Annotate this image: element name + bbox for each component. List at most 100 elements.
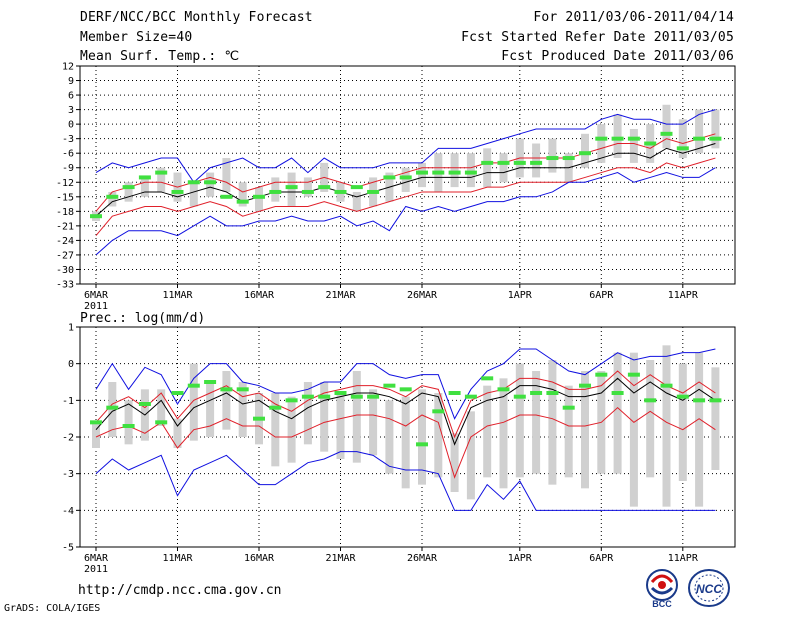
prec-spread-box (287, 396, 296, 463)
temp-ytick-label: 0 (68, 120, 74, 131)
prec-observed-mark (138, 402, 151, 406)
source-url[interactable]: http://cmdp.ncc.cma.gov.cn (78, 583, 282, 598)
prec-observed-mark (611, 391, 624, 395)
prec-xtick-label: 1APR (508, 553, 533, 564)
prec-observed-mark (106, 405, 119, 410)
prec-spread-box (548, 360, 557, 485)
temp-spread-box (629, 128, 638, 163)
prec-spread-box (189, 363, 198, 441)
temp-xtick-label: 1APR (508, 290, 533, 301)
temp-observed-mark (90, 214, 102, 219)
prec-spread-box (466, 411, 475, 500)
prec-spread-box (238, 382, 247, 437)
bcc-logo-text: BCC (652, 599, 672, 608)
ncc-logo: NCC (688, 569, 730, 607)
temp-observed-mark (155, 170, 168, 175)
temp-observed-mark (676, 146, 689, 151)
temp-xtick-label: 21MAR (325, 290, 356, 301)
temp-xtick-label: 11MAR (162, 290, 193, 301)
prec-observed-mark (334, 391, 347, 395)
temp-observed-mark (579, 151, 591, 156)
temp-observed-mark (513, 160, 526, 165)
temp-observed-mark (530, 160, 543, 165)
prec-spread-box (662, 345, 671, 507)
prec-observed-mark (416, 442, 428, 447)
bcc-logo: BCC (646, 569, 678, 608)
prec-spread-box (581, 371, 589, 489)
temp-ytick-label: -3 (62, 134, 74, 145)
temp-spread-box (466, 153, 475, 188)
temp-ytick-label: -24 (56, 236, 74, 247)
temp-ensemble-mean-line (95, 143, 716, 217)
temp-observed-mark (399, 175, 412, 180)
prec-ensemble-mean-line (95, 377, 716, 446)
prec-spread-box (434, 393, 443, 478)
prec-xtick-label: 16MAR (244, 553, 275, 564)
temp-spread-box (597, 124, 606, 163)
prec-observed-mark (171, 391, 184, 395)
prec-ytick-label: -4 (62, 506, 74, 517)
temp-observed-mark (448, 170, 461, 175)
prec-observed-mark (562, 405, 575, 410)
member-size: Member Size=40 (80, 30, 193, 45)
prec-xtick-year-label: 2011 (84, 564, 108, 575)
temp-ytick-label: -30 (56, 265, 74, 276)
prec-observed-mark (301, 394, 314, 399)
prec-spread-box (222, 371, 231, 430)
prec-observed-mark (497, 387, 510, 392)
temp-ytick-label: 3 (68, 105, 74, 116)
prec-observed-mark (579, 383, 591, 388)
prec-spread-box (124, 400, 133, 445)
temp-observed-mark (693, 136, 706, 141)
prec-spread-box (369, 389, 378, 456)
temp-spread-box (352, 191, 361, 212)
prec-observed-mark (464, 394, 477, 399)
prec-observed-mark (204, 380, 217, 384)
prec-observed-mark (122, 424, 135, 428)
prec-observed-mark (546, 391, 559, 395)
prec-observed-mark (285, 398, 298, 403)
temp-spread-box (418, 162, 426, 188)
temp-spread-box (189, 182, 198, 207)
temp-ytick-label: 9 (68, 76, 74, 87)
prec-spread-box (483, 385, 492, 478)
temp-observed-mark (660, 131, 673, 136)
grads-credit: GrADS: COLA/IGES (4, 603, 101, 614)
temp-observed-mark (220, 194, 233, 199)
forecast-started: Fcst Started Refer Date 2011/03/05 (461, 30, 734, 45)
temp-spread-box (271, 177, 280, 202)
temp-observed-mark (611, 136, 624, 141)
temp-observed-mark (187, 180, 200, 185)
temp-ytick-label: -6 (62, 149, 74, 160)
temp-ytick-label: -12 (56, 178, 74, 189)
prec-spread-box (418, 389, 426, 485)
prec-xtick-label: 6APR (589, 553, 614, 564)
prec-upper-envelope-line (95, 348, 716, 420)
prec-observed-mark (513, 394, 526, 399)
prec-spread-box (401, 396, 410, 489)
prec-spread-box (352, 371, 361, 463)
temp-xtick-label: 11APR (668, 290, 699, 301)
chart-title: DERF/NCC/BCC Monthly Forecast (80, 10, 313, 25)
prec-observed-mark (432, 409, 445, 414)
prec-observed-mark (660, 383, 673, 388)
temp-observed-mark (416, 170, 428, 175)
prec-xtick-label: 26MAR (407, 553, 438, 564)
temp-spread-box (108, 191, 117, 207)
prec-ytick-label: 1 (68, 323, 74, 334)
temp-ytick-label: -15 (56, 192, 74, 203)
prec-spread-box (303, 382, 312, 445)
prec-spread-box (646, 360, 655, 478)
temp-spread-box (613, 114, 622, 159)
temp-observed-mark (497, 160, 510, 165)
prec-xtick-label: 11MAR (162, 553, 193, 564)
temp-observed-mark (122, 185, 135, 190)
prec-ytick-label: -1 (62, 396, 74, 407)
temp-observed-mark (595, 136, 608, 141)
temp-spread-box (287, 172, 296, 207)
prec-spread-box (629, 352, 638, 507)
prec-ytick-label: -2 (62, 433, 74, 444)
temp-xtick-year-label: 2011 (84, 301, 108, 312)
prec-xtick-label: 11APR (668, 553, 699, 564)
